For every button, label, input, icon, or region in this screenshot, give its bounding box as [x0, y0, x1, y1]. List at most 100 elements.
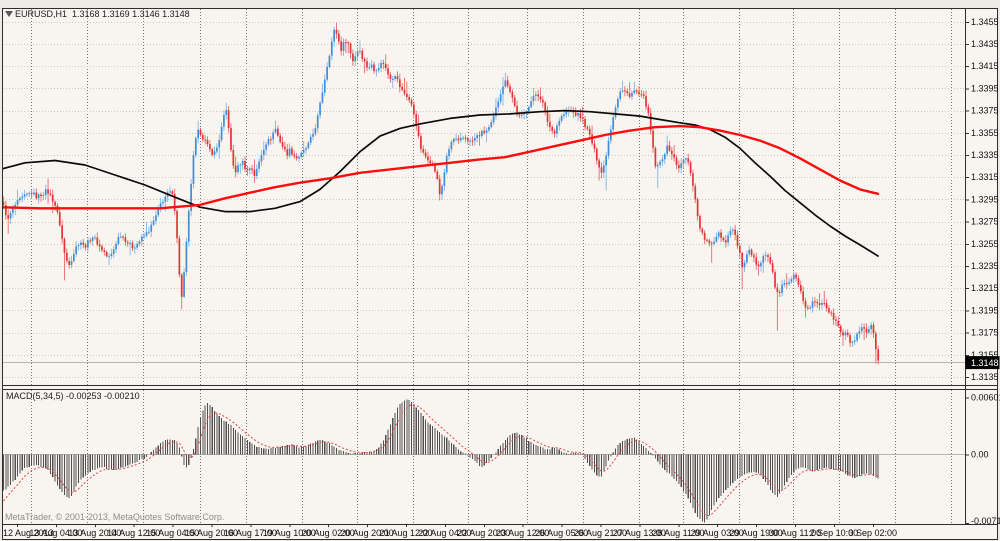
candle[interactable] [345, 38, 347, 54]
candle[interactable] [281, 136, 284, 150]
candle[interactable] [352, 49, 354, 66]
candle[interactable] [286, 144, 289, 160]
candle[interactable] [795, 272, 797, 282]
candle[interactable] [814, 296, 816, 307]
candle[interactable] [849, 332, 851, 347]
candle[interactable] [150, 221, 153, 238]
candle[interactable] [152, 216, 155, 227]
candle[interactable] [638, 86, 640, 97]
candle[interactable] [865, 323, 868, 338]
candle[interactable] [806, 304, 809, 311]
candle[interactable] [335, 22, 338, 39]
candle[interactable] [781, 279, 783, 297]
candle[interactable] [340, 36, 343, 56]
candle[interactable] [717, 230, 720, 240]
candle[interactable] [715, 232, 718, 244]
candle[interactable] [173, 188, 176, 215]
candle[interactable] [225, 102, 228, 120]
candle[interactable] [666, 135, 668, 157]
candle[interactable] [26, 192, 28, 198]
candle[interactable] [692, 169, 694, 192]
candle[interactable] [288, 143, 291, 158]
candle[interactable] [523, 108, 525, 120]
candle[interactable] [187, 208, 190, 247]
candle[interactable] [112, 245, 115, 258]
candle[interactable] [262, 140, 265, 161]
candle[interactable] [687, 153, 690, 166]
candle[interactable] [441, 184, 443, 200]
candle[interactable] [471, 136, 474, 146]
candle[interactable] [237, 161, 239, 175]
candle[interactable] [504, 72, 507, 89]
candle[interactable] [377, 62, 380, 73]
candle[interactable] [108, 253, 110, 265]
candle[interactable] [830, 310, 833, 317]
candle[interactable] [490, 119, 493, 129]
candle[interactable] [565, 107, 568, 118]
candle[interactable] [305, 146, 307, 154]
candle[interactable] [244, 156, 246, 172]
candle[interactable] [394, 74, 396, 82]
candle[interactable] [853, 335, 856, 346]
candle[interactable] [96, 232, 99, 247]
candle[interactable] [63, 237, 66, 281]
candle[interactable] [28, 191, 31, 197]
candle[interactable] [201, 132, 204, 143]
candle[interactable] [631, 90, 633, 101]
candle[interactable] [821, 299, 823, 310]
candle[interactable] [410, 97, 413, 108]
candle[interactable] [185, 237, 188, 276]
candle[interactable] [797, 275, 800, 287]
candle[interactable] [520, 110, 523, 120]
candle[interactable] [448, 145, 450, 160]
candle[interactable] [874, 330, 877, 364]
candle[interactable] [729, 226, 732, 239]
candle[interactable] [577, 111, 579, 121]
candle[interactable] [689, 160, 692, 177]
candle[interactable] [274, 120, 277, 134]
candle[interactable] [194, 136, 197, 158]
candle[interactable] [450, 139, 453, 153]
candle[interactable] [767, 253, 769, 263]
candle[interactable] [858, 326, 861, 339]
candle[interactable] [384, 54, 387, 72]
candle[interactable] [300, 151, 303, 159]
candle[interactable] [382, 59, 385, 70]
candle[interactable] [333, 26, 335, 47]
candle[interactable] [42, 191, 45, 201]
candle[interactable] [738, 243, 741, 259]
candle[interactable] [542, 95, 544, 108]
candle[interactable] [825, 299, 828, 312]
candle[interactable] [774, 269, 776, 290]
candle[interactable] [483, 126, 486, 135]
candle[interactable] [356, 47, 359, 61]
candle[interactable] [701, 227, 704, 236]
candle[interactable] [647, 103, 650, 116]
candle[interactable] [837, 316, 840, 328]
candle[interactable] [802, 286, 804, 305]
candle[interactable] [49, 189, 52, 197]
candle[interactable] [495, 98, 497, 120]
candle[interactable] [239, 163, 242, 174]
candle[interactable] [649, 108, 652, 135]
candle[interactable] [788, 277, 790, 287]
candle[interactable] [70, 255, 73, 269]
candle[interactable] [703, 230, 706, 245]
candle[interactable] [619, 88, 622, 102]
candle[interactable] [176, 209, 178, 244]
candle[interactable] [183, 268, 185, 299]
candle[interactable] [640, 90, 643, 98]
candle[interactable] [269, 136, 272, 145]
candle[interactable] [21, 192, 24, 202]
candle[interactable] [469, 137, 472, 146]
candle[interactable] [218, 134, 221, 159]
candle[interactable] [457, 135, 460, 144]
candle[interactable] [80, 239, 82, 250]
candle[interactable] [227, 106, 230, 133]
candle[interactable] [330, 37, 333, 61]
candle[interactable] [427, 151, 429, 164]
candle[interactable] [133, 244, 136, 254]
candle[interactable] [722, 236, 725, 242]
candle[interactable] [77, 243, 80, 251]
candle[interactable] [258, 158, 260, 173]
